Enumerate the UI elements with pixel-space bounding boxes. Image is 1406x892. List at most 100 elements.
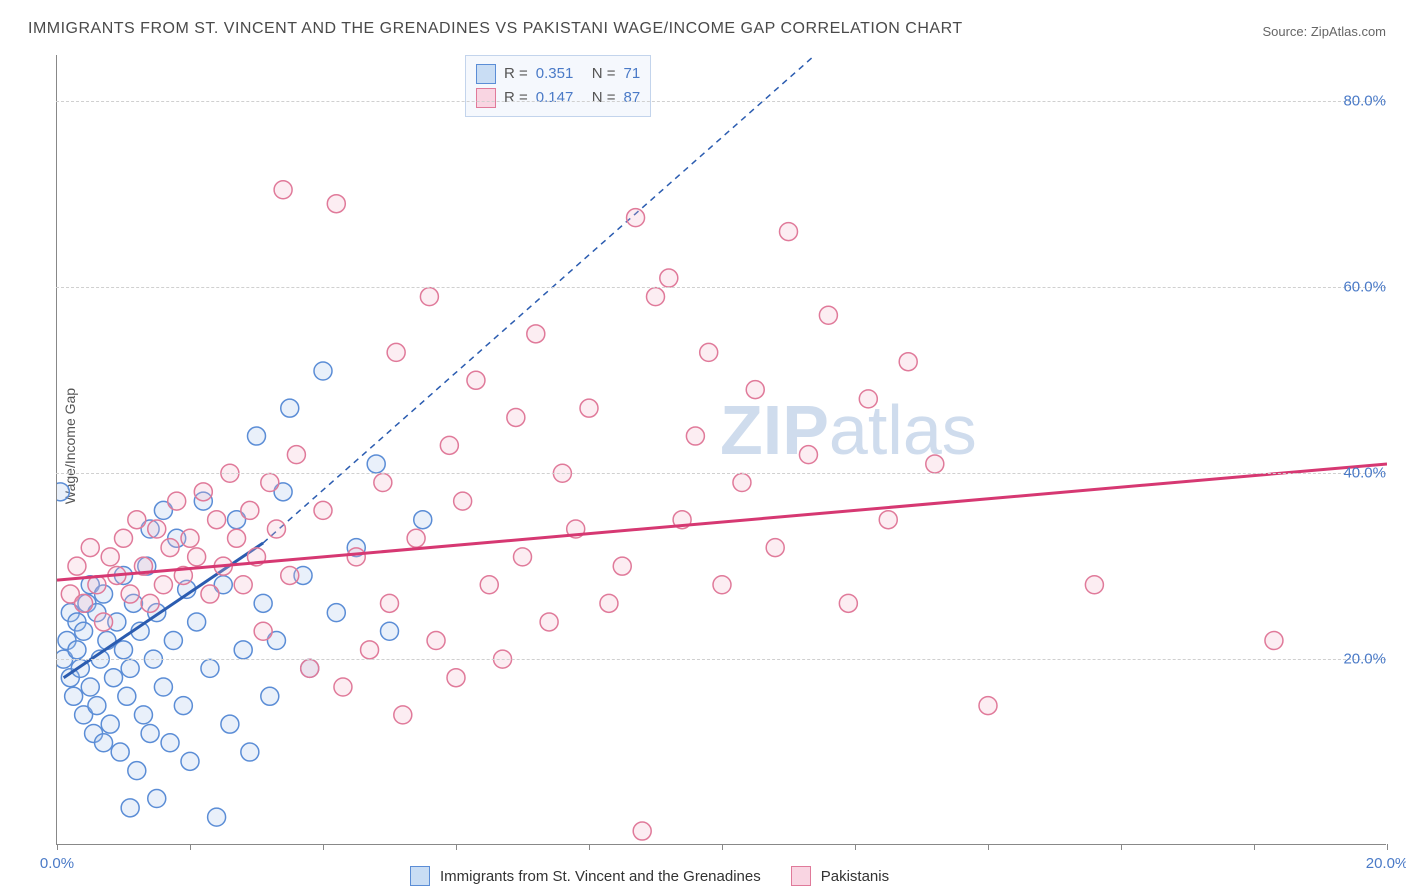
scatter-point [480, 576, 498, 594]
correlation-legend: R =0.351N =71R =0.147N =87 [465, 55, 651, 117]
scatter-point [839, 594, 857, 612]
scatter-point [254, 594, 272, 612]
scatter-point [261, 474, 279, 492]
legend-n-value: 71 [624, 62, 641, 86]
scatter-point [164, 632, 182, 650]
scatter-point [287, 446, 305, 464]
scatter-point [647, 288, 665, 306]
x-tick-mark [1387, 844, 1388, 850]
scatter-point [57, 483, 69, 501]
legend-n-value: 87 [624, 86, 641, 110]
scatter-point [394, 706, 412, 724]
x-tick-mark [456, 844, 457, 850]
scatter-point [75, 594, 93, 612]
scatter-point [334, 678, 352, 696]
scatter-point [746, 381, 764, 399]
legend-swatch [791, 866, 811, 886]
scatter-point [75, 622, 93, 640]
scatter-point [68, 557, 86, 575]
scatter-point [427, 632, 445, 650]
scatter-point [154, 576, 172, 594]
scatter-point [799, 446, 817, 464]
x-tick-label: 20.0% [1366, 855, 1406, 872]
legend-r-value: 0.351 [536, 62, 584, 86]
scatter-point [274, 181, 292, 199]
scatter-point [128, 511, 146, 529]
scatter-point [281, 566, 299, 584]
scatter-point [208, 511, 226, 529]
legend-row: R =0.351N =71 [476, 62, 640, 86]
scatter-point [766, 539, 784, 557]
scatter-point [121, 799, 139, 817]
series-legend: Immigrants from St. Vincent and the Gren… [410, 866, 909, 886]
scatter-point [281, 399, 299, 417]
scatter-point [514, 548, 532, 566]
gridline [56, 659, 1386, 660]
x-tick-mark [1121, 844, 1122, 850]
legend-row: R =0.147N =87 [476, 86, 640, 110]
scatter-point [314, 362, 332, 380]
scatter-point [387, 343, 405, 361]
scatter-point [168, 492, 186, 510]
scatter-point [95, 613, 113, 631]
scatter-point [540, 613, 558, 631]
scatter-point [161, 734, 179, 752]
scatter-point [440, 436, 458, 454]
scatter-point [627, 209, 645, 227]
legend-label: Pakistanis [821, 868, 889, 885]
x-tick-mark [323, 844, 324, 850]
scatter-point [101, 548, 119, 566]
scatter-point [1085, 576, 1103, 594]
scatter-point [118, 687, 136, 705]
scatter-point [121, 659, 139, 677]
scatter-point [221, 715, 239, 733]
scatter-point [1265, 632, 1283, 650]
x-tick-mark [988, 844, 989, 850]
scatter-point [188, 548, 206, 566]
scatter-point [181, 529, 199, 547]
legend-swatch [410, 866, 430, 886]
x-tick-mark [722, 844, 723, 850]
scatter-point [301, 659, 319, 677]
legend-r-value: 0.147 [536, 86, 584, 110]
scatter-point [201, 585, 219, 603]
scatter-point [686, 427, 704, 445]
scatter-point [81, 539, 99, 557]
scatter-point [65, 687, 83, 705]
scatter-point [121, 585, 139, 603]
scatter-point [134, 706, 152, 724]
scatter-point [128, 762, 146, 780]
scatter-point [859, 390, 877, 408]
scatter-point [254, 622, 272, 640]
scatter-point [879, 511, 897, 529]
x-tick-mark [1254, 844, 1255, 850]
scatter-point [188, 613, 206, 631]
x-tick-mark [190, 844, 191, 850]
legend-r-label: R = [504, 86, 528, 110]
scatter-point [161, 539, 179, 557]
scatter-point [660, 269, 678, 287]
plot-area: 0.0%20.0% [56, 55, 1386, 845]
scatter-point [361, 641, 379, 659]
scatter-point [241, 743, 259, 761]
scatter-point [234, 576, 252, 594]
scatter-point [979, 697, 997, 715]
scatter-point [105, 669, 123, 687]
scatter-point [148, 790, 166, 808]
scatter-point [447, 669, 465, 687]
scatter-point [454, 492, 472, 510]
scatter-point [713, 576, 731, 594]
scatter-point [420, 288, 438, 306]
legend-swatch [476, 64, 496, 84]
scatter-point [68, 641, 86, 659]
legend-swatch [476, 88, 496, 108]
chart-title: IMMIGRANTS FROM ST. VINCENT AND THE GREN… [28, 20, 963, 38]
gridline [56, 101, 1386, 102]
source-label: Source: ZipAtlas.com [1262, 24, 1386, 39]
scatter-point [228, 529, 246, 547]
scatter-point [327, 195, 345, 213]
scatter-point [154, 678, 172, 696]
scatter-point [381, 594, 399, 612]
scatter-point [327, 604, 345, 622]
legend-r-label: R = [504, 62, 528, 86]
